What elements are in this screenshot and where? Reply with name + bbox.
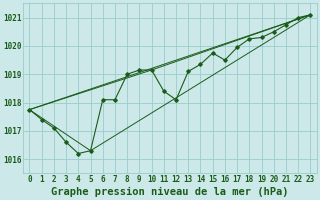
X-axis label: Graphe pression niveau de la mer (hPa): Graphe pression niveau de la mer (hPa) [51, 186, 289, 197]
